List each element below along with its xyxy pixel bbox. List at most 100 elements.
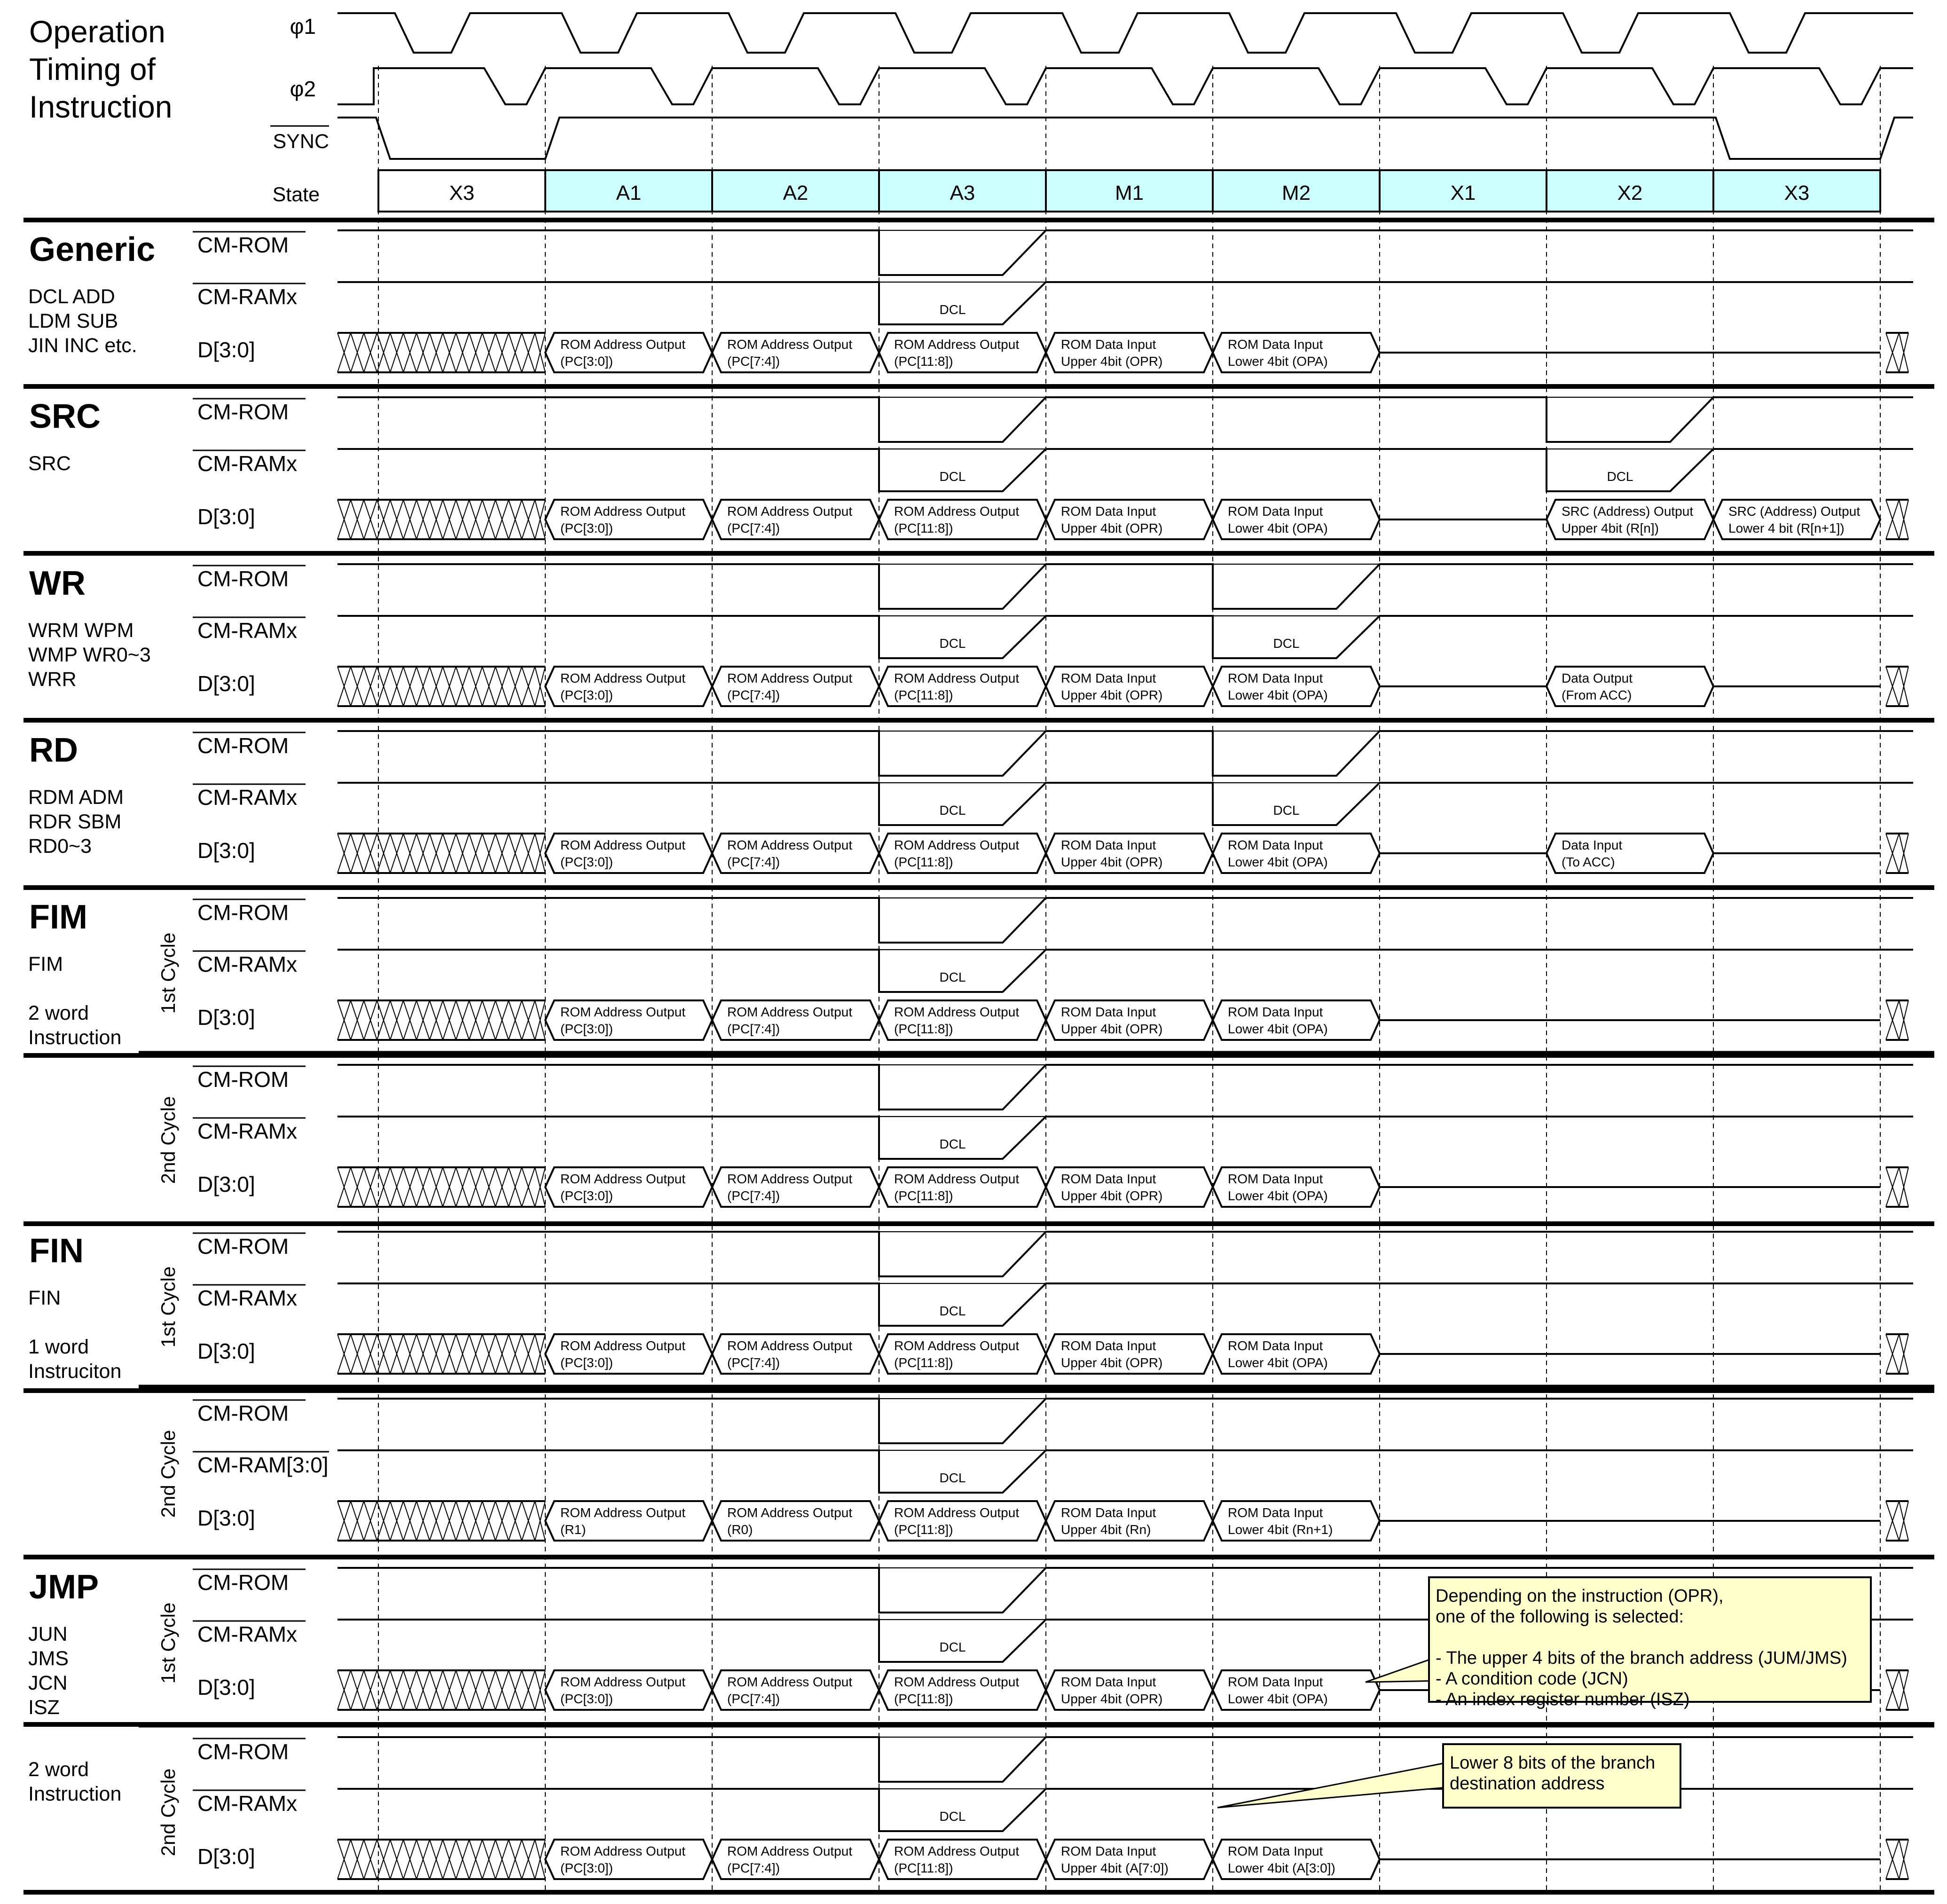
cm-rom-label: CM-ROM — [197, 1401, 289, 1425]
bus-data-label-line2: (PC[7:4]) — [727, 1188, 780, 1203]
bus-data-label-line1: ROM Address Output — [894, 1844, 1019, 1858]
cycle-label: 1st Cycle — [157, 1603, 179, 1684]
bus-data-label-line1: ROM Address Output — [727, 1844, 852, 1858]
bus-data-label-line2: (From ACC) — [1562, 688, 1632, 702]
signal-waveform — [338, 615, 1913, 659]
bus-data-label-line1: ROM Data Input — [1061, 1675, 1156, 1689]
signal-waveform — [338, 281, 1913, 325]
bus-data-label-line1: ROM Address Output — [894, 1172, 1019, 1186]
bus-data-label-line2: (PC[11:8]) — [894, 521, 953, 535]
bus-data-label-line1: ROM Data Input — [1061, 1005, 1156, 1019]
bus-data-label-line2: (To ACC) — [1562, 855, 1615, 869]
bus-data-label-line1: ROM Data Input — [1228, 671, 1323, 685]
cm-rom-label: CM-ROM — [197, 400, 289, 424]
dcl-label: DCL — [939, 970, 966, 984]
undefined-data-hatch — [337, 1334, 546, 1374]
bus-data-label-line1: ROM Address Output — [727, 1005, 852, 1019]
cm-rom-label: CM-ROM — [197, 1570, 289, 1595]
signal-waveform — [338, 448, 1913, 492]
bus-data-label-line1: ROM Address Output — [727, 671, 852, 685]
bus-data-label-line1: ROM Address Output — [727, 1338, 852, 1353]
bus-data-label-line2: (PC[11:8]) — [894, 1022, 953, 1036]
cm-rom-label: CM-ROM — [197, 733, 289, 758]
note-text-line: Lower 8 bits of the branch — [1450, 1753, 1655, 1773]
bus-data-label-line2: (PC[3:0]) — [560, 1861, 613, 1875]
bus-data-label-line1: ROM Data Input — [1061, 1844, 1156, 1858]
bus-data-label-line1: ROM Data Input — [1228, 504, 1323, 519]
dcl-label: DCL — [939, 1137, 966, 1151]
undefined-data-hatch — [337, 1839, 546, 1880]
signal-row-group: CM-ROM CM-RAMx DCL DCL D[3:0] ROM Address Out… — [193, 730, 1913, 874]
block-instruction-label: Instruction — [28, 1026, 121, 1049]
bus-data-label-line2: Upper 4bit (OPR) — [1061, 521, 1162, 535]
bus-data-label-line1: ROM Data Input — [1061, 504, 1156, 519]
phi1-label: φ1 — [290, 14, 316, 39]
block-instruction-label: JUN — [28, 1623, 68, 1645]
bus-data-label-line1: ROM Address Output — [560, 1675, 685, 1689]
signal-row-group: CM-ROM CM-RAMx DCL D[3:0] ROM Address Output… — [193, 229, 1913, 373]
bus-data-label-line2: Lower 4bit (OPA) — [1228, 354, 1328, 369]
note-text-line: - A condition code (JCN) — [1436, 1669, 1628, 1689]
bus-data-label-line2: (PC[11:8]) — [894, 688, 953, 702]
bus-data-label-line2: (PC[11:8]) — [894, 1188, 953, 1203]
jmp-1st-cycle-note: Depending on the instruction (OPR),one o… — [1365, 1576, 1872, 1709]
sync-label: SYNC — [273, 130, 329, 153]
state-cell: A2 — [711, 169, 880, 212]
bus-data-label-line1: ROM Data Input — [1228, 1172, 1323, 1186]
phi2-waveform — [338, 67, 1913, 105]
bus-data-label-line1: ROM Address Output — [560, 1338, 685, 1353]
bus-data-label-line2: (PC[11:8]) — [894, 1861, 953, 1875]
cm-ram-label: CM-RAM[3:0] — [197, 1453, 329, 1477]
sync-waveform — [338, 117, 1913, 160]
block-instruction-label: SRC — [28, 452, 71, 475]
state-name-x2: X2 — [1617, 181, 1643, 205]
block-instruction-label: RD0~3 — [28, 835, 92, 858]
state-name-x1: X1 — [1451, 181, 1476, 205]
cm-rom-label: CM-ROM — [197, 1067, 289, 1092]
bus-data-label-line1: ROM Address Output — [560, 1505, 685, 1520]
data-bus-label: D[3:0] — [197, 338, 255, 362]
data-bus-label: D[3:0] — [197, 504, 255, 529]
note-pointer — [1217, 1760, 1458, 1809]
bus-data-label-line1: ROM Address Output — [894, 671, 1019, 685]
bus-data-label-line2: (R0) — [727, 1522, 753, 1537]
bus-data-label-line2: (PC[11:8]) — [894, 354, 953, 369]
note-text-line: - An index register number (ISZ) — [1436, 1690, 1690, 1709]
bus-data-label-line2: Lower 4bit (OPA) — [1228, 1355, 1328, 1370]
block-instruction-label: FIN — [28, 1287, 61, 1309]
block-src: SRC SRC CM-ROM CM-RAMx DCL DCL D[3:0] ROM Addre… — [28, 396, 1913, 540]
bus-data-label-line2: Upper 4bit (OPR) — [1061, 1355, 1162, 1370]
block-title: FIN — [29, 1232, 84, 1270]
signal-waveform — [338, 1282, 1913, 1327]
block-instruction-label: WMP WR0~3 — [28, 644, 151, 666]
cycle-label: 1st Cycle — [157, 933, 179, 1014]
cycle-label: 2nd Cycle — [157, 1096, 179, 1184]
signal-waveform — [338, 1231, 1913, 1277]
bus-data-label-line1: ROM Address Output — [894, 1675, 1019, 1689]
data-hexagon — [1712, 499, 1882, 540]
block-instruction-label: JCN — [28, 1672, 68, 1694]
dcl-label: DCL — [939, 803, 966, 818]
block-instruction-label: FIM — [28, 953, 63, 976]
block-title: JMP — [29, 1568, 99, 1606]
bus-data-label-line2: Upper 4bit (A[7:0]) — [1061, 1861, 1169, 1875]
undefined-data-hatch — [337, 833, 546, 873]
bus-data-label-line1: ROM Address Output — [727, 1505, 852, 1520]
undefined-data-hatch — [1885, 1839, 1909, 1880]
undefined-data-hatch — [1885, 1501, 1909, 1541]
undefined-data-hatch — [337, 332, 546, 373]
note-box — [1442, 1743, 1681, 1809]
bus-data-label-line1: Data Input — [1562, 838, 1622, 852]
block-instruction-label: RDM ADM — [28, 786, 124, 809]
bus-data-label-line1: ROM Address Output — [560, 1844, 685, 1858]
cm-ram-label: CM-RAMx — [197, 952, 297, 976]
cycle-label: 2nd Cycle — [157, 1769, 179, 1857]
callout-notes: Depending on the instruction (OPR),one o… — [1217, 1576, 1872, 1809]
